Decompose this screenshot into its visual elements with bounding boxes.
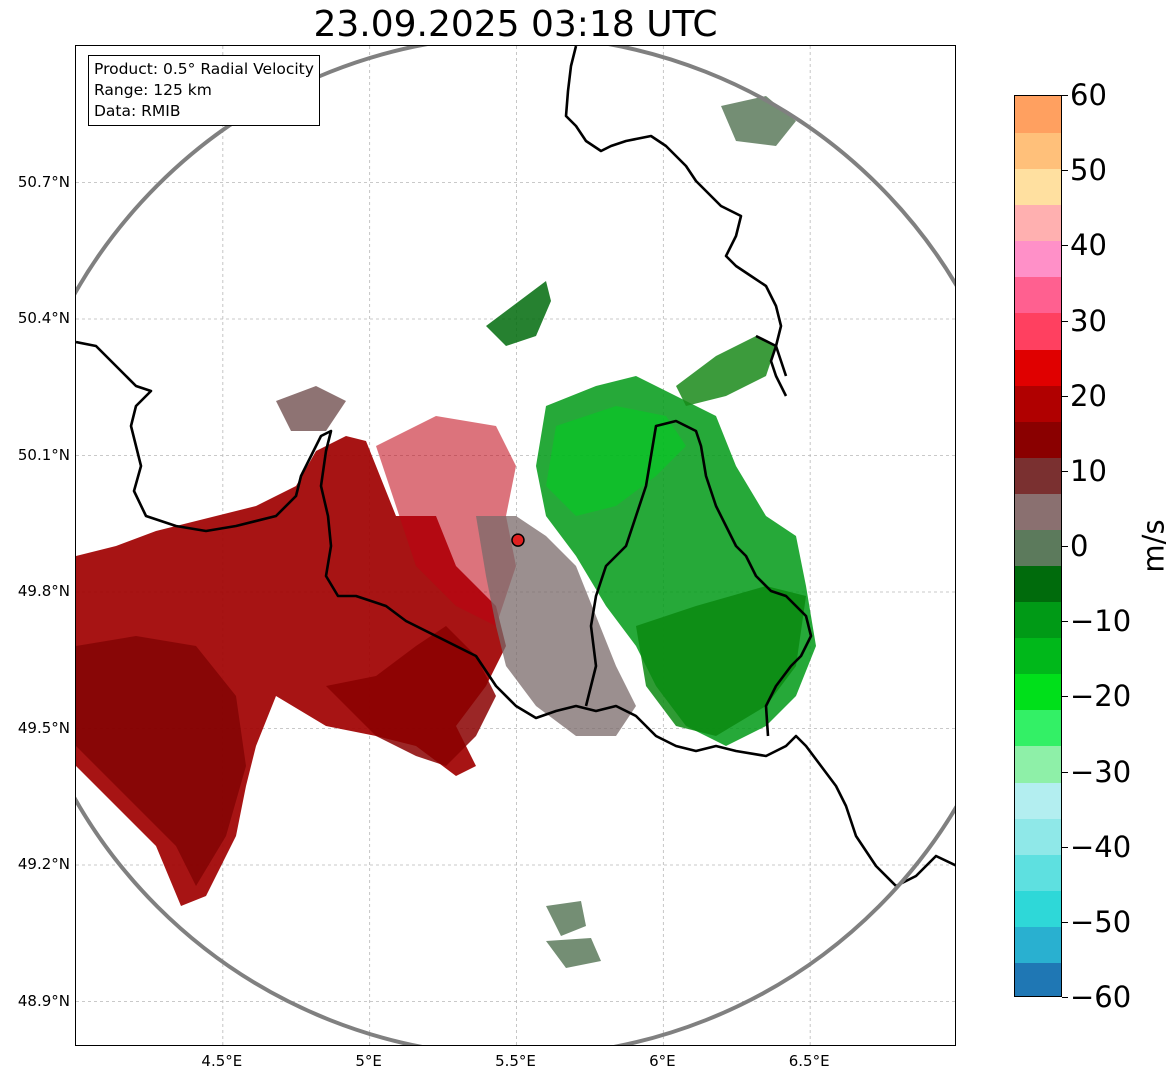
colorbar-segment bbox=[1015, 745, 1061, 783]
product-label: Product: 0.5° Radial Velocity bbox=[94, 60, 314, 78]
colorbar-tick-label: 50 bbox=[1070, 153, 1107, 188]
colorbar-segment bbox=[1015, 492, 1061, 530]
velocity-echoes bbox=[76, 96, 816, 968]
radar-map[interactable] bbox=[75, 45, 956, 1046]
colorbar-tick-label: −10 bbox=[1070, 604, 1132, 639]
colorbar-tick-label: −50 bbox=[1070, 904, 1132, 939]
colorbar-tick-label: 20 bbox=[1070, 378, 1107, 413]
colorbar-tick-label: −30 bbox=[1070, 754, 1132, 789]
colorbar-tick-label: 40 bbox=[1070, 228, 1107, 263]
latitude-tick-label: 49.2°N bbox=[17, 855, 70, 873]
colorbar-segment bbox=[1015, 420, 1061, 458]
colorbar-tick-mark bbox=[1062, 921, 1068, 923]
colorbar-segment bbox=[1015, 565, 1061, 603]
echo-inbound-southeast bbox=[636, 586, 806, 736]
colorbar-tick-mark bbox=[1062, 846, 1068, 848]
longitude-tick-label: 4.5°E bbox=[201, 1052, 243, 1070]
map-title: 23.09.2025 03:18 UTC bbox=[313, 4, 718, 45]
data-source-label: Data: RMIB bbox=[94, 102, 181, 120]
colorbar-segment bbox=[1015, 961, 1061, 996]
longitude-tick-label: 5.5°E bbox=[495, 1052, 536, 1070]
longitude-tick-label: 6°E bbox=[649, 1052, 676, 1070]
colorbar-tick-label: 30 bbox=[1070, 303, 1107, 338]
echo-inbound-north bbox=[486, 281, 551, 346]
border-belgium-germany bbox=[564, 46, 788, 397]
echo-greyish-green-south bbox=[546, 901, 586, 936]
colorbar-tick-label: 10 bbox=[1070, 453, 1107, 488]
colorbar-segment bbox=[1015, 925, 1061, 963]
colorbar-segment bbox=[1015, 853, 1061, 891]
echo-outbound-south bbox=[326, 626, 496, 766]
colorbar-tick-mark bbox=[1062, 245, 1068, 247]
product-info-box: Product: 0.5° Radial Velocity Range: 125… bbox=[88, 55, 320, 126]
longitude-tick-label: 5°E bbox=[355, 1052, 382, 1070]
colorbar-segment bbox=[1015, 384, 1061, 422]
echo-near-zero bbox=[476, 516, 636, 736]
colorbar-segment bbox=[1015, 168, 1061, 206]
colorbar-segment bbox=[1015, 889, 1061, 927]
echo-greyish-green-northeast bbox=[721, 96, 796, 146]
colorbar-segment bbox=[1015, 528, 1061, 567]
colorbar-segment bbox=[1015, 348, 1061, 386]
range-label: Range: 125 km bbox=[94, 81, 212, 99]
echo-greyish-green-south-2 bbox=[546, 938, 601, 968]
radar-map-canvas bbox=[76, 46, 955, 1045]
border-belgium-france bbox=[76, 340, 955, 888]
colorbar-tick-label: −60 bbox=[1070, 980, 1132, 1014]
colorbar-segment bbox=[1015, 601, 1061, 639]
colorbar-unit-label: m/s bbox=[1136, 519, 1171, 573]
colorbar-tick-mark bbox=[1062, 320, 1068, 322]
colorbar-tick-label: 60 bbox=[1070, 78, 1107, 112]
latitude-tick-label: 48.9°N bbox=[17, 991, 70, 1010]
latitude-tick-label: 50.4°N bbox=[17, 309, 70, 327]
radar-site-marker bbox=[511, 533, 525, 547]
colorbar-segment bbox=[1015, 96, 1061, 134]
colorbar-tick-mark bbox=[1062, 170, 1068, 172]
latitude-tick-label: 49.8°N bbox=[17, 582, 70, 600]
latitude-tick-label: 50.1°N bbox=[17, 445, 70, 464]
colorbar-segment bbox=[1015, 637, 1061, 675]
colorbar-segment bbox=[1015, 817, 1061, 855]
echo-outbound-darker bbox=[76, 636, 246, 886]
colorbar-segment bbox=[1015, 132, 1061, 170]
colorbar-segment bbox=[1015, 276, 1061, 314]
border-east-germany bbox=[755, 334, 788, 377]
colorbar-tick-mark bbox=[1062, 470, 1068, 472]
longitude-tick-label: 6.5°E bbox=[788, 1052, 830, 1070]
colorbar-segment bbox=[1015, 456, 1061, 494]
colorbar-tick-mark bbox=[1062, 621, 1068, 623]
colorbar-tick-label: −20 bbox=[1070, 679, 1132, 714]
colorbar-tick-mark bbox=[1062, 546, 1068, 547]
colorbar-segment bbox=[1015, 781, 1061, 819]
velocity-colorbar bbox=[1014, 95, 1062, 997]
colorbar-tick-mark bbox=[1062, 95, 1068, 96]
colorbar-tick-mark bbox=[1062, 696, 1068, 698]
colorbar-tick-mark bbox=[1062, 395, 1068, 397]
latitude-tick-label: 49.5°N bbox=[17, 718, 70, 737]
colorbar-tick-mark bbox=[1062, 771, 1068, 773]
colorbar-tick-mark bbox=[1062, 997, 1068, 998]
echo-mauve-northwest bbox=[276, 386, 346, 431]
colorbar-segment bbox=[1015, 709, 1061, 747]
echo-inbound-northeast bbox=[676, 336, 776, 406]
country-borders bbox=[76, 46, 955, 888]
echo-inbound-bright bbox=[546, 406, 686, 516]
border-belgium-luxembourg bbox=[584, 419, 813, 737]
colorbar-segment bbox=[1015, 673, 1061, 711]
colorbar-tick-label: −40 bbox=[1070, 829, 1132, 864]
colorbar-segment bbox=[1015, 312, 1061, 350]
echo-outbound-center bbox=[376, 416, 516, 626]
colorbar-tick-label: 0 bbox=[1070, 529, 1089, 563]
latitude-tick-label: 50.7°N bbox=[17, 172, 70, 191]
colorbar-segment bbox=[1015, 204, 1061, 242]
colorbar-segment bbox=[1015, 240, 1061, 278]
